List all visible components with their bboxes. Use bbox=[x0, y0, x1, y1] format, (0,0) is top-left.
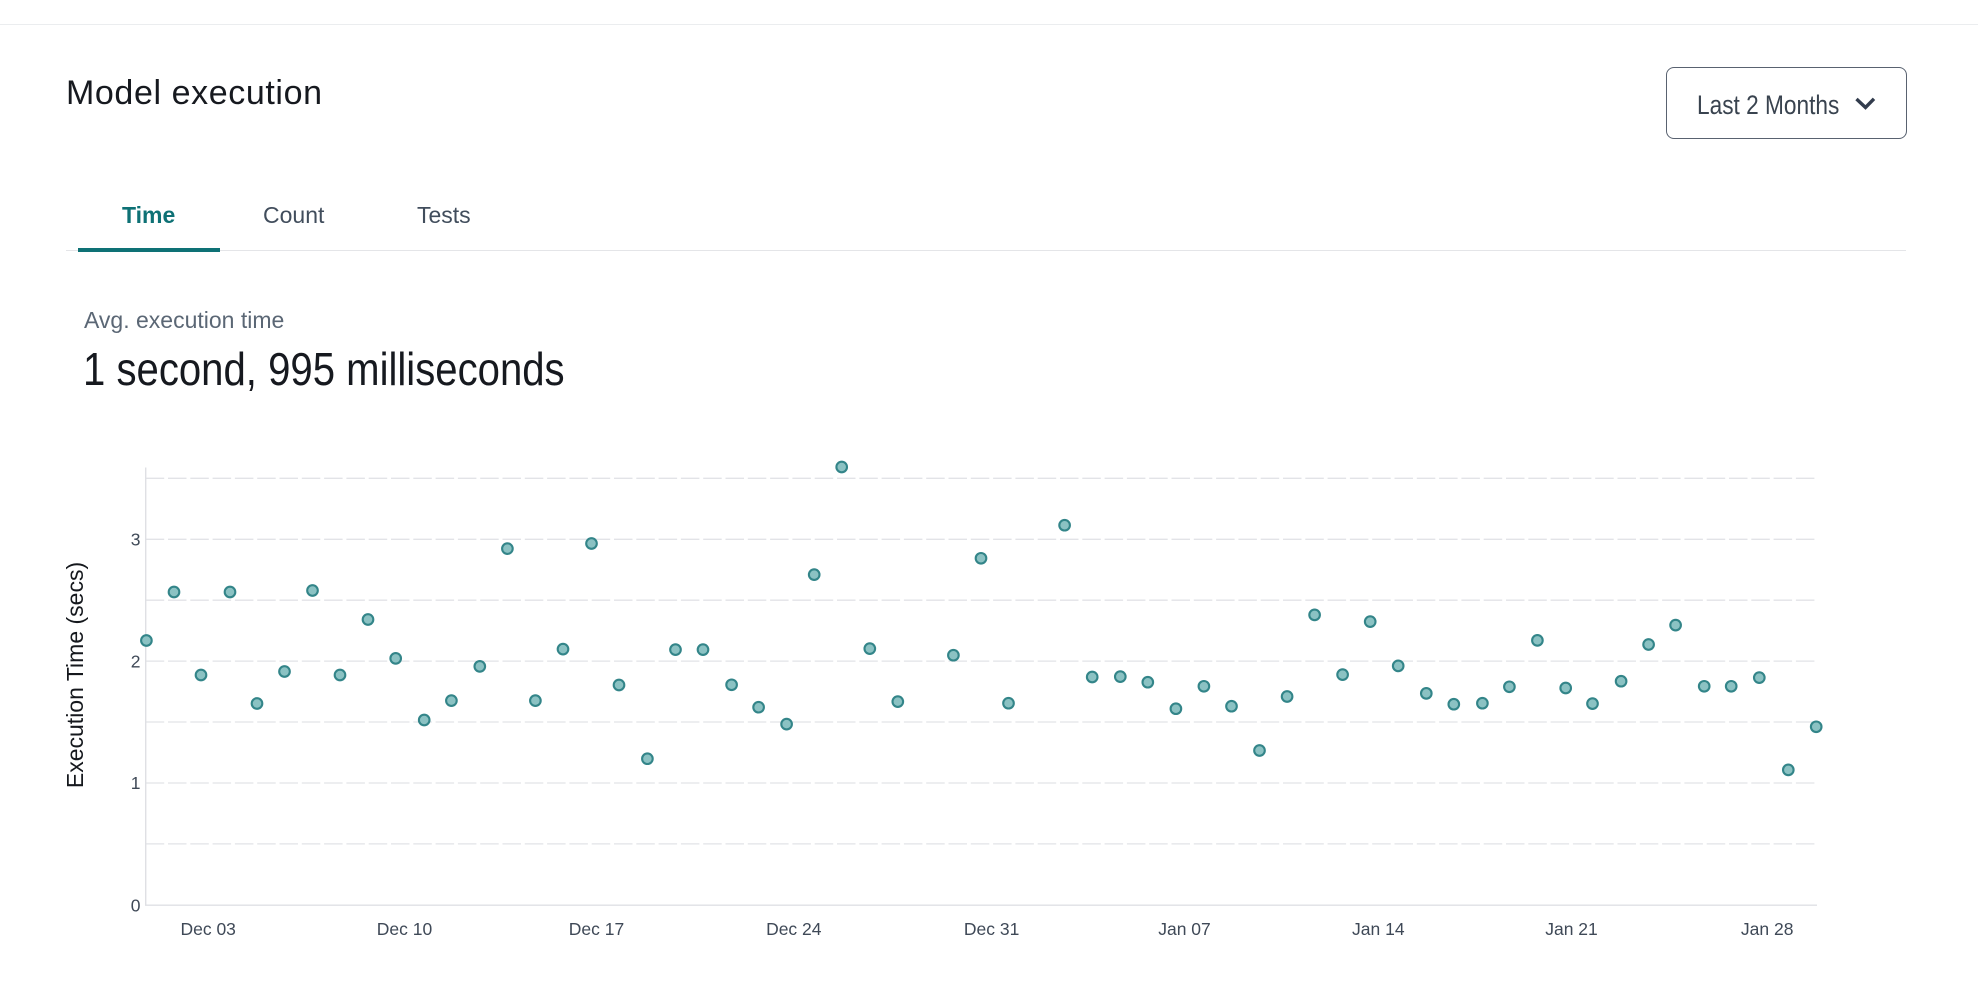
svg-text:1: 1 bbox=[131, 773, 141, 793]
svg-text:Dec 24: Dec 24 bbox=[766, 919, 822, 939]
svg-text:Dec 31: Dec 31 bbox=[964, 919, 1019, 939]
svg-text:Dec 10: Dec 10 bbox=[377, 919, 433, 939]
svg-text:2: 2 bbox=[131, 651, 141, 671]
svg-text:Jan 21: Jan 21 bbox=[1545, 919, 1598, 939]
svg-text:Jan 07: Jan 07 bbox=[1158, 919, 1211, 939]
svg-text:Jan 28: Jan 28 bbox=[1741, 919, 1794, 939]
svg-text:Dec 17: Dec 17 bbox=[569, 919, 624, 939]
svg-text:3: 3 bbox=[131, 530, 141, 550]
svg-text:Dec 03: Dec 03 bbox=[180, 919, 235, 939]
svg-text:Jan 14: Jan 14 bbox=[1352, 919, 1405, 939]
svg-text:0: 0 bbox=[131, 895, 141, 915]
svg-text:Execution Time (secs): Execution Time (secs) bbox=[62, 562, 88, 788]
